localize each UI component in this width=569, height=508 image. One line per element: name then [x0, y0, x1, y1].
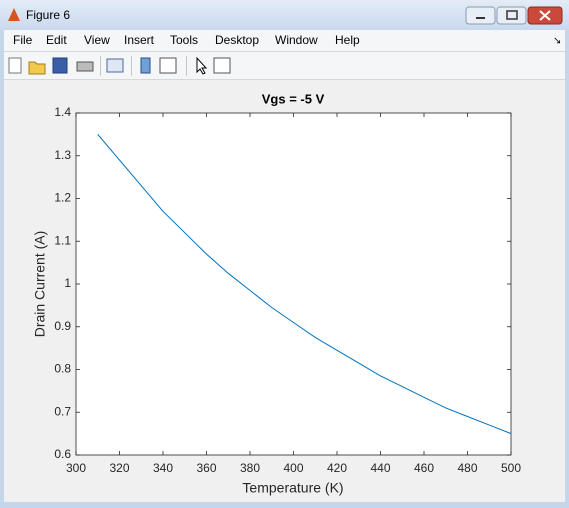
link-icon[interactable] — [106, 58, 124, 73]
plot-tools-icon[interactable] — [213, 57, 231, 74]
window-title: Figure 6 — [26, 8, 70, 22]
axes-background — [76, 113, 511, 455]
x-tick-label: 320 — [109, 461, 129, 475]
x-tick-label: 500 — [501, 461, 521, 475]
new-icon[interactable] — [8, 57, 22, 74]
y-tick-label: 1.1 — [54, 233, 71, 247]
chart-title: Vgs = -5 V — [262, 91, 325, 106]
y-tick-label: 1.2 — [54, 191, 71, 205]
colorbar-icon[interactable] — [140, 57, 151, 74]
toolbar-icons — [8, 56, 231, 76]
menu-bar — [4, 30, 565, 51]
maximize-button[interactable] — [496, 6, 527, 25]
print-icon[interactable] — [76, 61, 94, 72]
menu-item[interactable]: Insert — [124, 33, 155, 47]
x-tick-label: 300 — [66, 461, 86, 475]
menu-item[interactable]: Help — [335, 33, 360, 47]
menu-item[interactable]: View — [84, 33, 110, 47]
y-tick-label: 1 — [64, 276, 71, 290]
x-tick-label: 440 — [370, 461, 390, 475]
y-tick-label: 0.8 — [54, 362, 71, 376]
y-axis-label: Drain Current (A) — [32, 231, 48, 338]
x-tick-label: 380 — [240, 461, 260, 475]
open-icon[interactable] — [28, 61, 46, 75]
dock-arrow[interactable]: ↘ — [553, 36, 561, 47]
menu-item[interactable]: Tools — [170, 33, 198, 47]
y-tick-label: 0.6 — [54, 447, 71, 461]
y-tick-label: 0.9 — [54, 319, 71, 333]
close-glyph — [539, 10, 551, 21]
x-tick-label: 420 — [327, 461, 347, 475]
y-tick-label: 0.7 — [54, 404, 71, 418]
save-icon[interactable] — [52, 57, 68, 74]
menu-item[interactable]: Edit — [46, 33, 67, 47]
minimize-button[interactable] — [465, 6, 496, 25]
menu-item[interactable]: Window — [275, 33, 318, 47]
x-tick-label: 460 — [414, 461, 434, 475]
data-line — [97, 134, 512, 435]
app-icon — [8, 8, 20, 21]
legend-icon[interactable] — [159, 57, 177, 74]
x-tick-label: 340 — [153, 461, 173, 475]
maximize-glyph — [506, 10, 518, 20]
x-tick-label: 360 — [196, 461, 216, 475]
pointer-icon[interactable] — [196, 56, 208, 75]
x-axis-label: Temperature (K) — [242, 480, 343, 496]
toolbar — [4, 52, 565, 79]
x-tick-label: 400 — [283, 461, 303, 475]
menu-item[interactable]: File — [13, 33, 33, 47]
y-tick-label: 1.3 — [54, 148, 71, 162]
y-tick-label: 1.4 — [54, 105, 71, 119]
x-tick-label: 480 — [457, 461, 477, 475]
menu-item[interactable]: Desktop — [215, 33, 259, 47]
